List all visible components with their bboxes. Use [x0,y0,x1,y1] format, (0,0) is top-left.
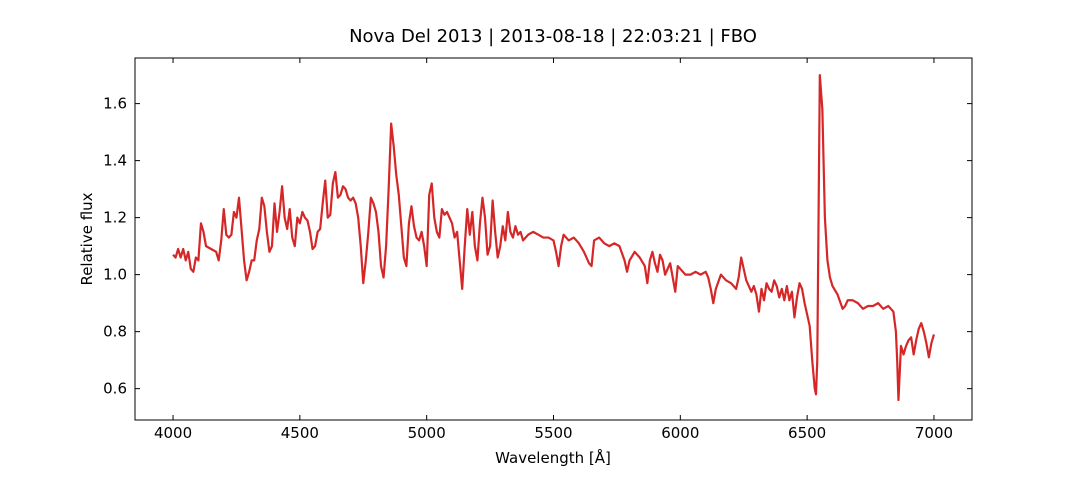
chart-title: Nova Del 2013 | 2013-08-18 | 22:03:21 | … [349,26,757,47]
x-tick-label: 4000 [154,424,192,442]
x-tick-label: 6000 [661,424,699,442]
y-tick-label: 1.4 [103,152,127,170]
y-axis-label: Relative flux [78,192,96,285]
y-tick-label: 1.0 [103,266,127,284]
x-tick-label: 5500 [534,424,572,442]
y-tick-label: 0.6 [103,380,127,398]
y-tick-label: 1.6 [103,95,127,113]
x-tick-label: 6500 [788,424,826,442]
x-tick-label: 5000 [408,424,446,442]
x-axis-label: Wavelength [Å] [495,448,611,467]
plot-frame [134,57,973,421]
x-tick-label: 4500 [281,424,319,442]
y-tick-label: 0.8 [103,323,127,341]
spectrum-line [172,74,936,402]
y-tick-label: 1.2 [103,209,127,227]
x-tick-label: 7000 [915,424,953,442]
